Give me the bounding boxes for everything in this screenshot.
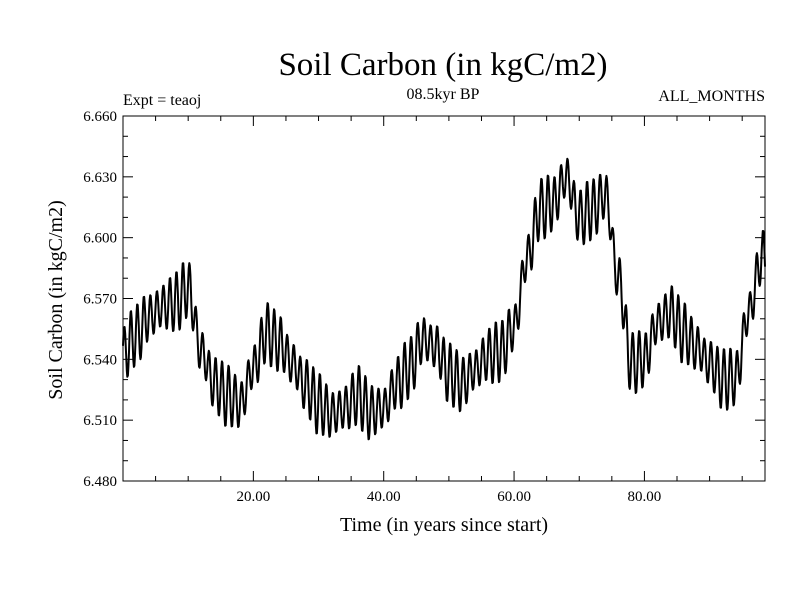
months-label: ALL_MONTHS: [658, 88, 765, 105]
x-tick-label: 20.00: [236, 489, 270, 505]
experiment-label: Expt = teaoj: [123, 92, 201, 109]
chart-subtitle: 08.5kyr BP: [407, 86, 480, 103]
x-axis-label: Time (in years since start): [340, 514, 548, 536]
plot-frame: [122, 115, 766, 482]
x-tick-label: 60.00: [497, 489, 531, 505]
x-tick-label: 40.00: [367, 489, 401, 505]
soil-carbon-series-line: [122, 157, 766, 441]
y-tick-label: 6.600: [83, 231, 117, 247]
x-axis-ticks: 20.00 40.00 60.00 80.00: [155, 116, 743, 505]
x-tick-label: 80.00: [628, 489, 662, 505]
y-axis-label: Soil Carbon (in kgC/m2): [45, 200, 67, 399]
y-tick-label: 6.660: [83, 109, 117, 125]
y-tick-label: 6.540: [83, 352, 117, 368]
y-axis-ticks: 6.480 6.510 6.540 6.570 6.600 6.630 6.660: [83, 109, 765, 490]
y-tick-label: 6.480: [83, 474, 117, 490]
y-tick-label: 6.510: [83, 413, 117, 429]
chart-title: Soil Carbon (in kgC/m2): [278, 47, 607, 83]
y-tick-label: 6.630: [83, 170, 117, 186]
y-tick-label: 6.570: [83, 292, 117, 308]
